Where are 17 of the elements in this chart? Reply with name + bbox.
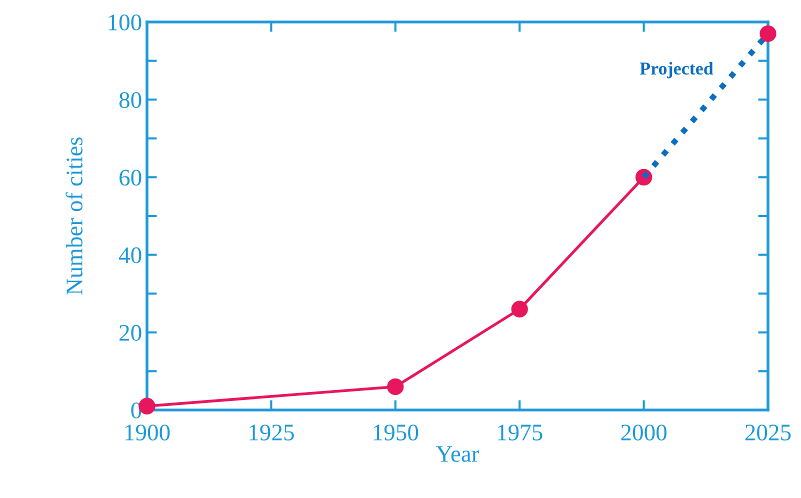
x-axis-title: Year — [436, 446, 480, 462]
y-tick-label: 80 — [119, 92, 142, 108]
y-tick-label: 60 — [120, 170, 142, 186]
x-tick-label: 1900 — [125, 424, 170, 441]
y-tick-label: 40 — [118, 247, 142, 264]
x-tick-label: 2025 — [745, 424, 791, 441]
y-axis-title: Number of cities — [66, 138, 82, 295]
x-tick-label: 1925 — [250, 424, 294, 441]
x-tick-label: 1975 — [498, 424, 542, 441]
x-tick-label: 2000 — [621, 424, 667, 441]
y-tick-label: 100 — [108, 14, 142, 30]
y-tick-label: 20 — [120, 324, 142, 341]
point — [511, 300, 528, 318]
point — [387, 378, 404, 396]
point — [760, 25, 776, 42]
x-tick-label: 1950 — [374, 424, 418, 441]
series-label: Projected — [640, 62, 714, 78]
